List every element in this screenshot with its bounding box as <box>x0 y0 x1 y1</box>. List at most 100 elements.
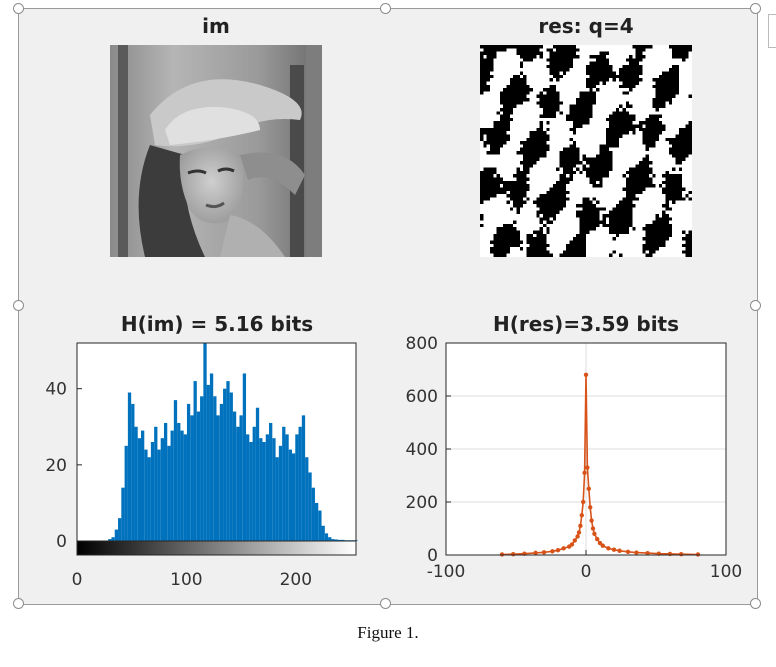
histogram-bar <box>334 539 338 541</box>
resize-handle-middle-left[interactable] <box>13 300 24 311</box>
im-title: im <box>202 14 230 38</box>
y-tick-label: 0 <box>427 546 438 566</box>
histogram-bar <box>298 426 302 541</box>
histogram-bar <box>255 407 260 541</box>
histogram-bar <box>180 430 184 541</box>
res-title: res: q=4 <box>538 14 634 38</box>
y-tick-label: 800 <box>406 334 438 354</box>
histogram-bar <box>259 438 263 541</box>
y-tick-label: 400 <box>406 440 438 460</box>
histogram-bar <box>124 445 128 541</box>
data-point <box>585 465 590 470</box>
data-point <box>583 372 589 377</box>
data-point <box>511 552 516 557</box>
resize-handle-bottom-right[interactable] <box>750 598 761 609</box>
histogram-bar <box>324 533 329 541</box>
figure-caption: Figure 1. <box>357 623 419 642</box>
y-tick-label: 40 <box>45 380 67 400</box>
data-point <box>555 548 561 553</box>
histogram-bar <box>127 392 132 541</box>
histogram-bar <box>285 434 289 541</box>
histogram-bar <box>206 384 210 541</box>
histogram-bar <box>272 438 276 541</box>
data-point <box>575 534 580 539</box>
histogram-bar <box>226 381 230 541</box>
histogram-bar <box>337 539 342 541</box>
histogram-bar <box>186 403 191 541</box>
resize-handle-top-right[interactable] <box>750 3 761 14</box>
resize-handle-top-middle[interactable] <box>380 3 391 14</box>
histogram-bar <box>229 392 233 541</box>
histogram-bar <box>157 449 161 541</box>
histogram-bar <box>265 434 270 541</box>
histogram-bar <box>216 415 220 541</box>
resize-handle-bottom-middle[interactable] <box>380 598 391 609</box>
x-tick-label: 100 <box>710 562 742 582</box>
histogram-bar <box>341 539 345 541</box>
histogram-bar <box>163 422 168 541</box>
data-point <box>561 546 566 551</box>
histogram-bar <box>183 434 187 541</box>
histogram-bar <box>121 487 125 541</box>
histogram-bar <box>160 438 164 541</box>
histogram-bar <box>331 539 335 541</box>
histogram-bar <box>200 396 204 541</box>
histogram-bar <box>170 430 174 541</box>
im-image <box>110 45 322 257</box>
histogram-bar <box>311 487 315 541</box>
histogram-bar <box>213 396 217 541</box>
y-tick-label: 0 <box>56 532 67 552</box>
data-point <box>592 531 597 536</box>
data-point <box>695 552 701 557</box>
histogram-bar <box>328 537 332 541</box>
histogram-bar <box>308 472 312 541</box>
histogram-bar <box>288 449 292 541</box>
histogram-bar <box>118 518 122 541</box>
histogram-bar <box>203 343 207 541</box>
data-point <box>595 536 600 542</box>
data-point <box>550 549 555 554</box>
histogram-bar <box>262 442 266 541</box>
x-tick-label: 0 <box>72 570 83 590</box>
grayscale-colorbar <box>76 540 357 556</box>
histogram-bar <box>236 426 240 541</box>
data-point <box>625 549 631 555</box>
y-tick-label: 600 <box>406 387 438 407</box>
histogram-chart: H(im) = 5.16 bits 0 20 40 0 100 200 <box>45 312 358 590</box>
data-point <box>611 547 617 552</box>
x-tick-label: -100 <box>427 562 466 582</box>
histogram-bar <box>173 400 178 541</box>
data-point <box>600 543 605 548</box>
resize-handle-bottom-left[interactable] <box>13 598 24 609</box>
histogram-bar <box>249 442 253 541</box>
data-point <box>582 470 587 476</box>
data-point <box>634 550 639 555</box>
histogram-bar <box>134 426 138 541</box>
resize-handle-top-left[interactable] <box>13 3 24 14</box>
histogram-bar <box>167 445 171 541</box>
histogram-bar <box>219 403 224 541</box>
data-point <box>586 486 591 491</box>
layout-options-tab[interactable] <box>768 14 776 48</box>
histogram-bar <box>295 434 299 541</box>
data-point <box>499 552 505 557</box>
x-tick-label: 200 <box>280 570 312 590</box>
data-point <box>645 550 650 556</box>
x-tick-label: 100 <box>170 570 202 590</box>
histogram-bar <box>305 457 309 541</box>
histogram-bar <box>321 525 325 541</box>
residual-histogram-title: H(res)=3.59 bits <box>493 312 679 336</box>
histogram-bar <box>291 453 296 541</box>
data-point <box>579 513 584 518</box>
histogram-bar <box>196 411 201 541</box>
data-point <box>569 542 575 547</box>
data-point <box>581 499 586 505</box>
histogram-bar <box>242 373 247 541</box>
y-tick-label: 200 <box>406 493 438 513</box>
resize-handle-middle-right[interactable] <box>750 300 761 311</box>
data-point <box>572 538 577 543</box>
histogram-bar <box>141 430 145 541</box>
data-point <box>541 550 547 555</box>
x-tick-label: 0 <box>581 562 592 582</box>
data-point <box>597 540 603 546</box>
